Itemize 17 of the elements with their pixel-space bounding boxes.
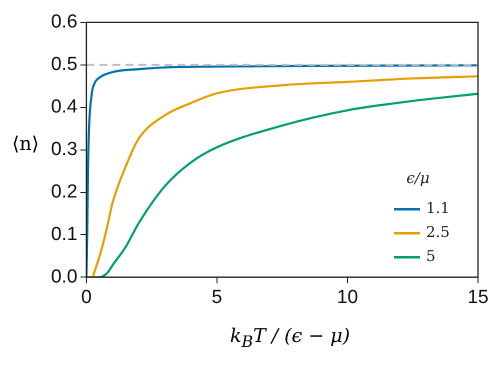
legend-title: ϵ/μ [406, 169, 430, 188]
legend-label: 5 [426, 247, 436, 266]
x-tick-label: 0 [81, 286, 92, 308]
y-tick-label: 0.6 [50, 12, 78, 33]
x-tick-label: 15 [467, 286, 489, 308]
x-axis-title: k$_{B}$T / (ϵ − μ) [228, 325, 352, 351]
x-tick-label: 10 [336, 286, 358, 308]
y-tick-label: 0.5 [50, 54, 78, 76]
legend-label: 1.1 [426, 199, 450, 218]
y-tick-label: 0.1 [50, 224, 78, 245]
y-tick-label: 0.2 [50, 182, 78, 202]
legend-label: 2.5 [426, 223, 450, 242]
y-axis-title: ⟨n⟩ [12, 133, 40, 155]
y-tick-label: 0.4 [50, 96, 78, 118]
y-tick-label: 0.0 [50, 266, 78, 288]
x-tick-label: 5 [212, 286, 222, 308]
y-tick-label: 0.3 [50, 139, 78, 160]
